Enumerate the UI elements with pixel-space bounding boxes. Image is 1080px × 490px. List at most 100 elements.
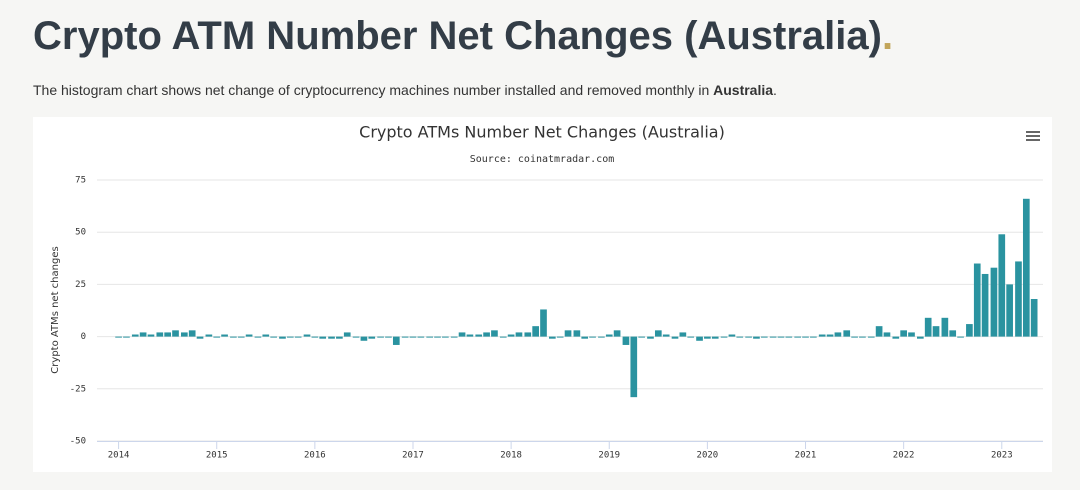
x-tick-label: 2021 (795, 451, 817, 461)
x-tick-label: 2020 (697, 451, 719, 461)
bar (426, 336, 434, 338)
bar (859, 336, 866, 338)
bar (654, 330, 662, 337)
menu-button[interactable] (1026, 131, 1040, 141)
bar (507, 334, 515, 337)
x-tick-label: 2019 (598, 451, 620, 461)
menu-bar (1026, 139, 1040, 141)
bar (883, 332, 891, 337)
heading-text: Crypto ATM Number Net Changes (Australia… (33, 14, 882, 58)
bar (900, 330, 907, 337)
bar (630, 336, 638, 398)
bar (810, 336, 817, 338)
bar (164, 332, 171, 337)
bar (409, 336, 417, 338)
x-tick-label: 2016 (304, 451, 326, 461)
bar (279, 336, 286, 339)
bar (156, 332, 164, 337)
bar (802, 336, 809, 338)
bar (990, 267, 998, 337)
bar (753, 336, 760, 339)
bar (875, 326, 883, 337)
bar (908, 332, 915, 337)
bar (687, 336, 695, 338)
bar (1015, 261, 1022, 337)
bar (458, 332, 466, 337)
bar (973, 263, 981, 337)
bar (867, 336, 875, 338)
bar (932, 326, 940, 337)
bar (662, 334, 670, 337)
bar (605, 334, 613, 337)
description-text: The histogram chart shows net change of … (33, 82, 713, 98)
bar (679, 332, 687, 337)
bar (230, 336, 237, 338)
plot: -50 -25 0 25 50 75 2014 2015 2016 2017 2018 2019 202… (70, 176, 1043, 461)
bar (564, 330, 572, 337)
bar (262, 334, 270, 337)
bar (843, 330, 851, 337)
x-tick-label: 2015 (206, 451, 228, 461)
bar (123, 336, 130, 338)
y-tick-label: 75 (75, 176, 86, 186)
bar (818, 334, 826, 337)
bar (745, 336, 752, 338)
bar (172, 330, 179, 337)
description-bold: Australia (713, 82, 773, 98)
chart-panel (33, 117, 1052, 472)
chart-subtitle: Source: coinatmradar.com (470, 154, 615, 165)
y-tick-label: -50 (70, 437, 86, 447)
bar (392, 336, 400, 345)
bar (1030, 299, 1038, 337)
bar (598, 336, 605, 338)
bar (941, 317, 949, 337)
bar (785, 336, 793, 338)
bar (188, 330, 196, 337)
bar (205, 334, 213, 337)
bar (401, 336, 409, 338)
bar (213, 336, 221, 338)
bar (711, 336, 719, 339)
bar (181, 332, 188, 337)
bar (760, 336, 768, 338)
bar (491, 330, 498, 337)
bar (221, 334, 228, 337)
bar (581, 336, 589, 339)
bar (360, 336, 368, 341)
bar (352, 336, 360, 338)
bar (981, 273, 989, 337)
menu-bar (1026, 131, 1040, 133)
bar (475, 334, 483, 337)
bar (237, 336, 245, 338)
bar (794, 336, 802, 338)
bar (196, 336, 204, 339)
bar (949, 330, 957, 337)
bar (147, 334, 155, 337)
bar (417, 336, 425, 338)
bar (139, 332, 147, 337)
bar (1006, 284, 1013, 337)
bar (540, 309, 547, 337)
bar (966, 324, 973, 337)
bar (303, 334, 311, 337)
bar (385, 336, 392, 338)
bar (466, 334, 474, 337)
chart-title: Crypto ATMs Number Net Changes (Australi… (359, 123, 725, 142)
bar (916, 336, 924, 339)
bar (769, 336, 777, 338)
x-tick-label: 2014 (108, 451, 130, 461)
bar (589, 336, 596, 338)
bar (573, 330, 581, 337)
y-tick-label: 25 (75, 280, 86, 290)
y-tick-label: 0 (81, 332, 86, 342)
menu-bar (1026, 135, 1040, 137)
bar (777, 336, 785, 338)
bar (311, 336, 319, 338)
bar (483, 332, 490, 337)
bar (343, 332, 351, 337)
bar (957, 336, 964, 338)
bar (924, 317, 932, 337)
x-tick-label: 2017 (402, 451, 424, 461)
bar (720, 336, 728, 338)
